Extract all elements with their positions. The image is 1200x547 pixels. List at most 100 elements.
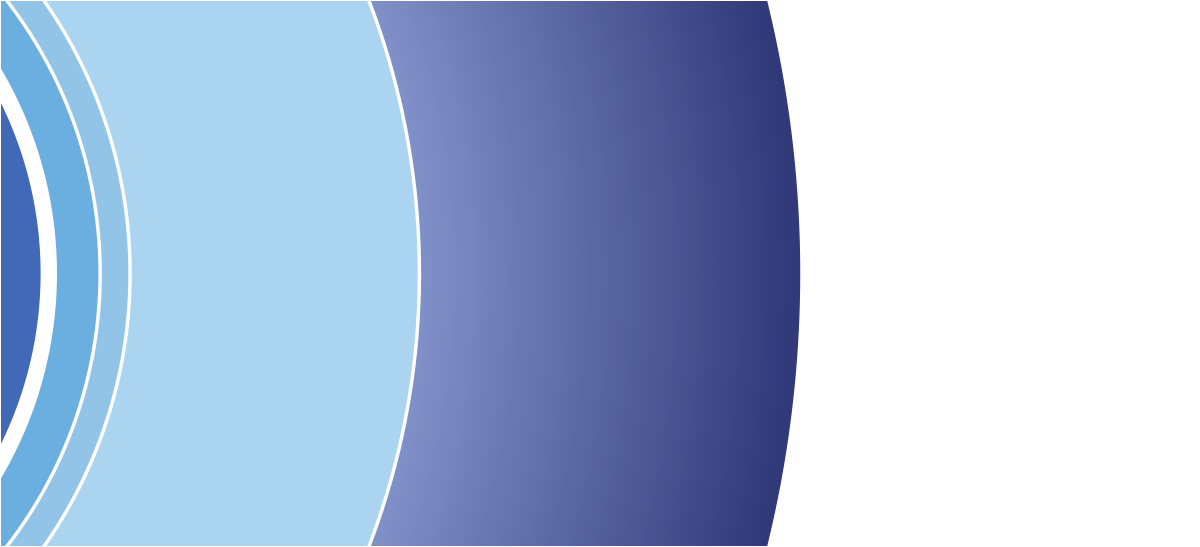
Polygon shape [284, 0, 757, 547]
Polygon shape [202, 0, 613, 547]
Polygon shape [299, 0, 785, 547]
Polygon shape [119, 0, 469, 547]
Polygon shape [112, 0, 457, 547]
Polygon shape [234, 0, 671, 547]
Polygon shape [308, 0, 799, 547]
Polygon shape [170, 0, 560, 547]
Polygon shape [197, 0, 606, 547]
Polygon shape [156, 0, 534, 547]
Polygon shape [92, 0, 424, 547]
Polygon shape [127, 0, 484, 547]
Polygon shape [304, 0, 792, 547]
Polygon shape [184, 0, 583, 547]
Polygon shape [247, 0, 694, 547]
Polygon shape [0, 0, 420, 547]
Polygon shape [168, 0, 557, 547]
Polygon shape [101, 0, 438, 547]
Polygon shape [276, 0, 743, 547]
Polygon shape [271, 0, 734, 547]
Polygon shape [212, 0, 632, 547]
Polygon shape [280, 0, 750, 547]
Polygon shape [277, 0, 746, 547]
Polygon shape [293, 0, 773, 547]
Polygon shape [157, 0, 538, 547]
Polygon shape [228, 0, 659, 547]
Polygon shape [253, 0, 704, 547]
Polygon shape [178, 0, 571, 547]
Polygon shape [108, 0, 450, 547]
Polygon shape [109, 0, 454, 547]
Polygon shape [258, 0, 712, 547]
Polygon shape [242, 0, 685, 547]
Polygon shape [287, 0, 762, 547]
Polygon shape [274, 0, 739, 547]
Polygon shape [301, 0, 788, 547]
Polygon shape [229, 0, 662, 547]
Polygon shape [98, 0, 434, 547]
Polygon shape [103, 0, 443, 547]
Polygon shape [188, 0, 590, 547]
Polygon shape [146, 0, 518, 547]
Polygon shape [138, 0, 503, 547]
Polygon shape [239, 0, 678, 547]
Polygon shape [132, 0, 492, 547]
Polygon shape [226, 0, 655, 547]
Polygon shape [106, 0, 446, 547]
Polygon shape [175, 0, 568, 547]
Polygon shape [160, 0, 541, 547]
Polygon shape [221, 0, 648, 547]
Polygon shape [295, 0, 776, 547]
Polygon shape [298, 0, 780, 547]
Polygon shape [252, 0, 701, 547]
Polygon shape [216, 0, 640, 547]
Polygon shape [154, 0, 529, 547]
Polygon shape [186, 0, 587, 547]
Polygon shape [288, 0, 766, 547]
Polygon shape [223, 0, 652, 547]
Polygon shape [269, 0, 731, 547]
Polygon shape [199, 0, 610, 547]
Polygon shape [130, 0, 488, 547]
Polygon shape [208, 0, 625, 547]
Polygon shape [133, 0, 496, 547]
Polygon shape [191, 0, 594, 547]
Polygon shape [114, 0, 461, 547]
Polygon shape [173, 0, 564, 547]
Polygon shape [194, 0, 602, 547]
Polygon shape [306, 0, 796, 547]
Polygon shape [290, 0, 769, 547]
Polygon shape [260, 0, 716, 547]
Polygon shape [240, 0, 682, 547]
Polygon shape [162, 0, 545, 547]
Polygon shape [218, 0, 643, 547]
Polygon shape [0, 0, 130, 547]
Polygon shape [245, 0, 689, 547]
Polygon shape [143, 0, 511, 547]
Polygon shape [264, 0, 724, 547]
Polygon shape [205, 0, 620, 547]
Polygon shape [236, 0, 674, 547]
Polygon shape [266, 0, 727, 547]
Polygon shape [97, 0, 431, 547]
Polygon shape [210, 0, 629, 547]
Polygon shape [0, 0, 55, 547]
Polygon shape [122, 0, 476, 547]
Polygon shape [121, 0, 473, 547]
Polygon shape [256, 0, 708, 547]
Polygon shape [215, 0, 636, 547]
Polygon shape [263, 0, 720, 547]
Polygon shape [125, 0, 480, 547]
Polygon shape [144, 0, 515, 547]
Polygon shape [149, 0, 522, 547]
Polygon shape [232, 0, 666, 547]
Polygon shape [282, 0, 754, 547]
Polygon shape [204, 0, 617, 547]
Polygon shape [116, 0, 466, 547]
Polygon shape [140, 0, 506, 547]
Polygon shape [192, 0, 598, 547]
Polygon shape [181, 0, 580, 547]
Polygon shape [95, 0, 427, 547]
Polygon shape [180, 0, 575, 547]
Polygon shape [151, 0, 526, 547]
Polygon shape [167, 0, 552, 547]
